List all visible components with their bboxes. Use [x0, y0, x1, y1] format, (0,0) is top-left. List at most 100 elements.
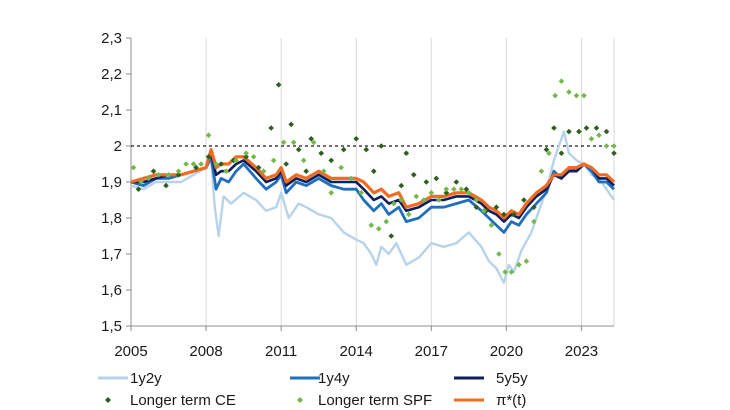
data-point — [295, 146, 302, 153]
data-point — [233, 157, 239, 164]
data-point — [198, 161, 204, 167]
data-point — [603, 128, 610, 135]
data-point — [328, 157, 335, 164]
data-point — [145, 175, 152, 182]
data-point — [303, 168, 309, 174]
data-point — [190, 161, 197, 167]
data-point — [138, 179, 144, 185]
data-point — [593, 125, 600, 131]
data-point — [338, 164, 345, 171]
data-point — [466, 190, 472, 196]
data-point — [463, 186, 470, 192]
data-point — [260, 168, 267, 174]
legend-swatch — [297, 397, 303, 403]
data-point — [358, 190, 365, 196]
data-point — [283, 161, 289, 167]
y-tick-label: 1,5 — [101, 318, 122, 335]
data-point — [150, 168, 157, 174]
data-point — [378, 143, 385, 149]
x-tick-label: 2011 — [265, 343, 297, 360]
data-point — [275, 82, 282, 88]
data-point — [223, 168, 229, 174]
vertical-gridlines — [130, 38, 615, 326]
data-point — [428, 190, 435, 196]
y-tick-label: 1,9 — [101, 174, 122, 191]
axes — [126, 37, 614, 331]
legend-label: 1y2y — [130, 370, 162, 387]
data-point — [135, 186, 142, 192]
data-point — [405, 211, 412, 218]
data-point — [270, 157, 277, 164]
data-point — [290, 139, 297, 146]
data-point — [363, 146, 370, 153]
data-point — [410, 172, 417, 178]
data-point — [183, 161, 189, 167]
data-point — [516, 262, 522, 268]
data-point — [531, 218, 537, 225]
data-point — [558, 150, 565, 156]
data-point — [218, 161, 224, 167]
data-point — [552, 92, 558, 99]
data-point — [453, 179, 460, 185]
data-point — [205, 132, 212, 138]
data-point — [308, 136, 314, 142]
data-point — [421, 197, 427, 203]
data-point — [388, 233, 395, 239]
data-point — [596, 132, 602, 138]
y-tick-label: 2 — [114, 138, 122, 155]
data-point — [603, 143, 610, 149]
data-point — [588, 136, 595, 142]
data-point — [566, 128, 572, 135]
data-point — [523, 258, 530, 264]
x-tick-label: 2017 — [415, 343, 448, 360]
data-point — [433, 175, 440, 182]
data-point — [581, 92, 587, 99]
data-point — [403, 150, 410, 156]
data-point — [340, 146, 347, 153]
data-point — [398, 182, 405, 189]
data-point — [493, 204, 500, 210]
data-point — [318, 150, 324, 156]
data-point — [566, 89, 572, 95]
data-point — [488, 222, 495, 228]
data-point — [368, 222, 375, 228]
data-point — [320, 168, 327, 174]
data-point — [353, 136, 360, 142]
data-point — [163, 182, 169, 189]
data-point — [213, 161, 219, 167]
data-point — [165, 172, 172, 178]
data-point — [451, 186, 457, 192]
data-point — [300, 157, 307, 164]
data-point — [508, 269, 515, 275]
data-point — [423, 179, 430, 185]
x-tick-label: 2008 — [189, 343, 222, 360]
data-point — [611, 150, 617, 156]
data-point — [175, 168, 182, 174]
legend-label: 1y4y — [318, 370, 350, 387]
data-point — [413, 193, 420, 200]
series-line — [130, 148, 616, 220]
data-point — [583, 125, 590, 131]
data-point — [473, 204, 480, 210]
data-point — [288, 121, 294, 128]
legend-label: Longer term SPF — [318, 392, 432, 409]
data-point — [205, 154, 212, 160]
data-point — [130, 164, 137, 171]
y-tick-label: 2,3 — [101, 30, 122, 47]
data-point — [370, 168, 377, 174]
x-tick-label: 2014 — [340, 343, 373, 360]
data-point — [348, 175, 355, 182]
data-point — [443, 186, 450, 192]
data-point — [551, 125, 557, 131]
data-point — [398, 197, 405, 203]
tick-labels: 1,5 1,6 1,7 1,8 1,9 2 2,1 2,2 2,3 2005 2008 2011 201… — [101, 30, 598, 360]
series-line — [130, 130, 615, 284]
legend-label: 5y5y — [496, 370, 528, 387]
x-tick-label: 2020 — [490, 343, 523, 360]
y-tick-label: 1,8 — [101, 210, 122, 227]
y-tick-label: 2,2 — [101, 66, 122, 83]
data-point — [511, 211, 517, 218]
data-point — [481, 208, 487, 214]
data-point — [328, 190, 335, 196]
